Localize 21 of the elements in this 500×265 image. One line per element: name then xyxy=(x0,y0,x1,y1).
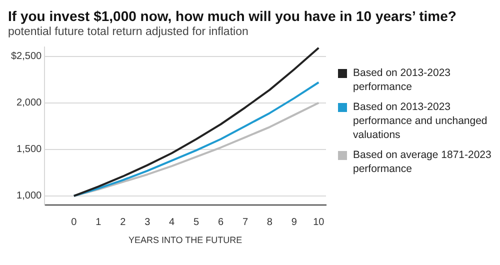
chart-subtitle: potential future total return adjusted for inflation xyxy=(8,26,250,38)
x-tick-label: 4 xyxy=(169,216,176,228)
x-tick-label: 10 xyxy=(313,216,325,228)
x-tick-label: 0 xyxy=(71,216,78,228)
chart-title: If you invest $1,000 now, how much will you have in 10 years’ time? xyxy=(8,8,458,24)
x-tick-label: 2 xyxy=(120,216,126,228)
x-tick-label: 9 xyxy=(291,216,298,228)
legend-label: Based on 2013-2023 performance and unchanged valuations xyxy=(353,100,488,142)
x-tick-label: 3 xyxy=(144,216,151,228)
x-axis-title: YEARS INTO THE FUTURE xyxy=(128,235,242,246)
y-tick-label: 1,500 xyxy=(16,144,42,156)
x-tick-label: 1 xyxy=(96,216,102,228)
x-tick-label: 5 xyxy=(194,216,200,228)
y-tick-label: 2,000 xyxy=(16,98,42,109)
legend-label: Based on average 1871-2023 performance xyxy=(353,148,492,176)
y-tick-label: 1,000 xyxy=(16,190,42,202)
x-tick-label: 6 xyxy=(218,216,224,228)
y-tick-label: $2,500 xyxy=(10,51,42,62)
x-tick-label: 8 xyxy=(266,216,273,228)
x-tick-label: 7 xyxy=(242,216,248,228)
legend-label: Based on 2013-2023 performance xyxy=(353,66,452,94)
